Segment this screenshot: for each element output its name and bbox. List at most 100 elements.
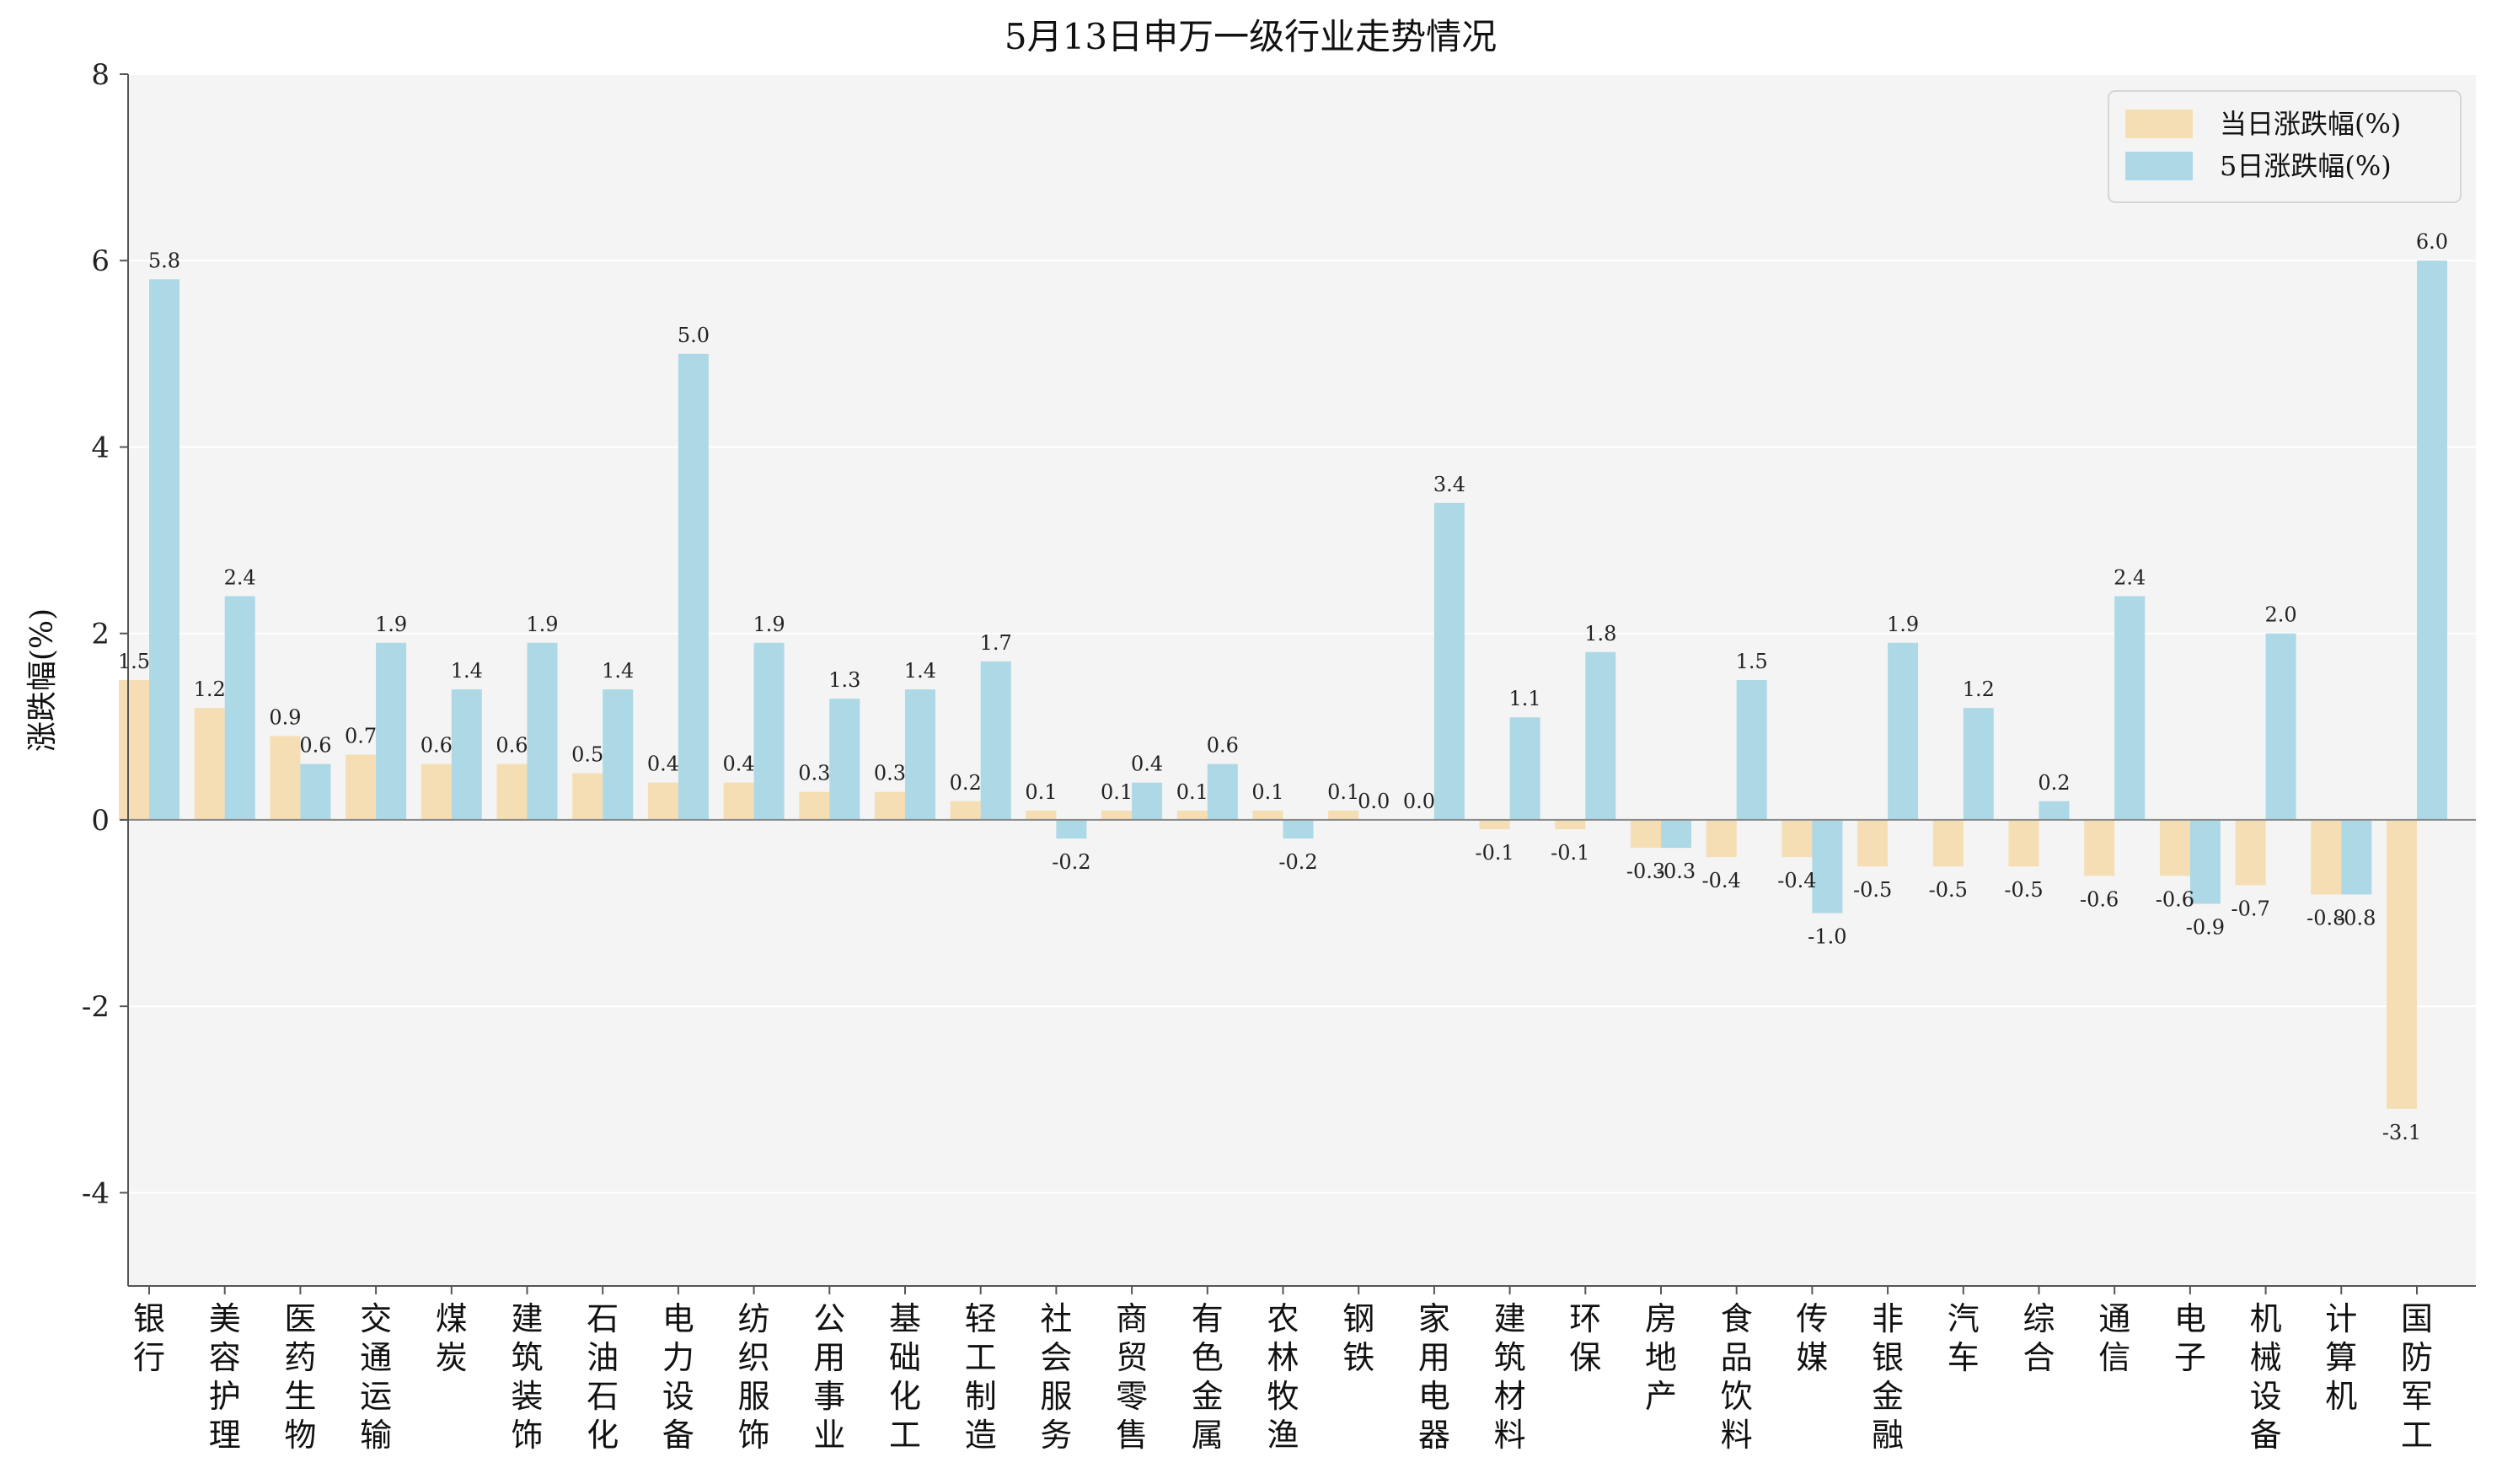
x-tick-label: 汽车 <box>1947 1300 1980 1376</box>
bar-five-day <box>2417 260 2447 820</box>
x-tick-label: 通信 <box>2098 1300 2130 1376</box>
x-tick-label: 房地产 <box>1645 1300 1677 1415</box>
data-labels: 1.51.20.90.7 0.6 0.6 0.5 0.4 0.4 0.3 0.3 0.2 0.1 0… <box>118 230 2448 1144</box>
bar-five-day <box>829 699 860 820</box>
bar-daily <box>1932 819 1964 867</box>
bar-daily <box>2311 819 2342 895</box>
data-label: 0.6 <box>496 734 528 758</box>
x-tick-label: 综合 <box>2022 1300 2055 1376</box>
bar-daily <box>950 801 981 820</box>
data-label: 0.4 <box>723 753 755 776</box>
bar-five-day <box>451 689 482 820</box>
y-tick-label: 8 <box>91 58 110 92</box>
bar-five-day <box>149 279 179 820</box>
data-label: 1.5 <box>118 650 150 673</box>
data-label: 0.2 <box>950 771 982 795</box>
data-label: 0.6 <box>421 734 453 758</box>
bar-five-day <box>1736 680 1767 820</box>
y-tick-label: 6 <box>91 244 110 278</box>
x-tick-label: 轻工制造 <box>965 1300 997 1454</box>
data-label: 0.6 <box>299 734 331 758</box>
data-label: 0.3 <box>798 762 830 785</box>
bar-five-day <box>1207 763 1238 820</box>
data-label: -0.3 <box>1657 860 1696 883</box>
x-tick-label: 社会服务 <box>1040 1300 1072 1454</box>
data-label: 1.9 <box>1887 613 1919 636</box>
x-tick-label: 公用事业 <box>813 1300 845 1454</box>
bar-daily <box>875 791 905 820</box>
bar-daily <box>1176 810 1208 820</box>
bar-daily <box>2084 819 2115 876</box>
data-label: 2.0 <box>2265 603 2297 627</box>
bar-daily <box>1631 819 1661 849</box>
y-tick-label: -2 <box>82 990 110 1024</box>
data-label: 1.5 <box>1736 650 1768 673</box>
data-label: 0.4 <box>1131 753 1163 776</box>
bar-five-day <box>980 661 1011 820</box>
x-tick-label: 农林牧渔 <box>1267 1300 1299 1454</box>
data-label: 3.4 <box>1433 473 1465 496</box>
x-tick-label: 医药生物 <box>284 1300 316 1454</box>
bars <box>119 260 2447 1109</box>
data-label: -0.8 <box>2306 906 2345 930</box>
bar-five-day <box>753 642 785 820</box>
bar-five-day <box>2189 819 2221 904</box>
data-label: 0.3 <box>874 762 906 785</box>
x-tick-label: 石油石化 <box>587 1300 619 1454</box>
legend-label: 5日涨跌幅(%) <box>2220 150 2392 182</box>
bar-five-day <box>1509 717 1540 820</box>
data-label: 1.8 <box>1584 622 1616 646</box>
bar-five-day <box>905 689 935 820</box>
data-label: -0.4 <box>1702 869 1741 892</box>
bar-five-day <box>2039 801 2070 820</box>
bar-daily <box>2008 819 2039 867</box>
data-label: 0.0 <box>1403 790 1435 813</box>
data-label: 0.1 <box>1101 780 1133 804</box>
legend-swatch <box>2125 152 2193 180</box>
data-label: -3.1 <box>2382 1121 2421 1144</box>
data-label: 5.0 <box>678 324 710 347</box>
bar-daily <box>1479 819 1510 829</box>
bar-daily <box>1026 810 1057 820</box>
x-tick-label: 电子 <box>2174 1300 2206 1376</box>
bar-daily <box>2159 819 2190 876</box>
data-label: 1.3 <box>828 668 860 692</box>
bar-daily <box>572 773 603 820</box>
bar-five-day <box>1056 819 1087 839</box>
data-label: -0.5 <box>1853 878 1892 902</box>
y-tick-label: -4 <box>82 1176 110 1210</box>
bar-daily <box>1781 819 1813 858</box>
bar-five-day <box>1812 819 1843 913</box>
x-tick-label: 商贸零售 <box>1116 1300 1148 1454</box>
data-label: 2.4 <box>2114 565 2146 589</box>
y-tick-label: 0 <box>91 804 110 838</box>
data-label: 6.0 <box>2416 230 2448 254</box>
data-label: 0.7 <box>345 724 377 747</box>
bar-five-day <box>1585 651 1616 820</box>
data-label: -0.7 <box>2231 897 2269 920</box>
bar-five-day <box>1132 782 1163 820</box>
x-tick-label: 交通运输 <box>360 1300 392 1454</box>
x-tick-label: 传媒 <box>1796 1300 1828 1376</box>
bar-daily <box>647 782 678 820</box>
data-label: -0.8 <box>2337 906 2376 930</box>
data-label: -0.6 <box>2156 887 2194 911</box>
data-label: 1.9 <box>375 613 407 636</box>
legend-swatch <box>2125 110 2193 138</box>
data-label: 1.1 <box>1509 687 1541 710</box>
y-axis-label: 涨跌幅(%) <box>25 608 60 752</box>
data-label: 0.1 <box>1251 780 1283 804</box>
x-ticks: 银行 美容护理 医药生物 交通运输 煤炭 建筑装饰 石油石化 电力设备 纺织服饰 公用事业 基础化工… <box>133 1286 2433 1454</box>
data-label: -0.1 <box>1475 841 1514 865</box>
data-label: 0.4 <box>647 753 679 776</box>
bar-five-day <box>376 642 407 820</box>
x-tick-label: 纺织服饰 <box>738 1300 770 1454</box>
bar-daily <box>723 782 754 820</box>
bar-daily <box>2235 819 2266 886</box>
bar-daily <box>1328 810 1359 820</box>
data-label: -0.1 <box>1551 841 1589 865</box>
bar-five-day <box>2114 596 2146 820</box>
legend: 当日涨跌幅(%) 5日涨跌幅(%) <box>2108 90 2462 203</box>
data-label: 0.1 <box>1025 780 1057 804</box>
